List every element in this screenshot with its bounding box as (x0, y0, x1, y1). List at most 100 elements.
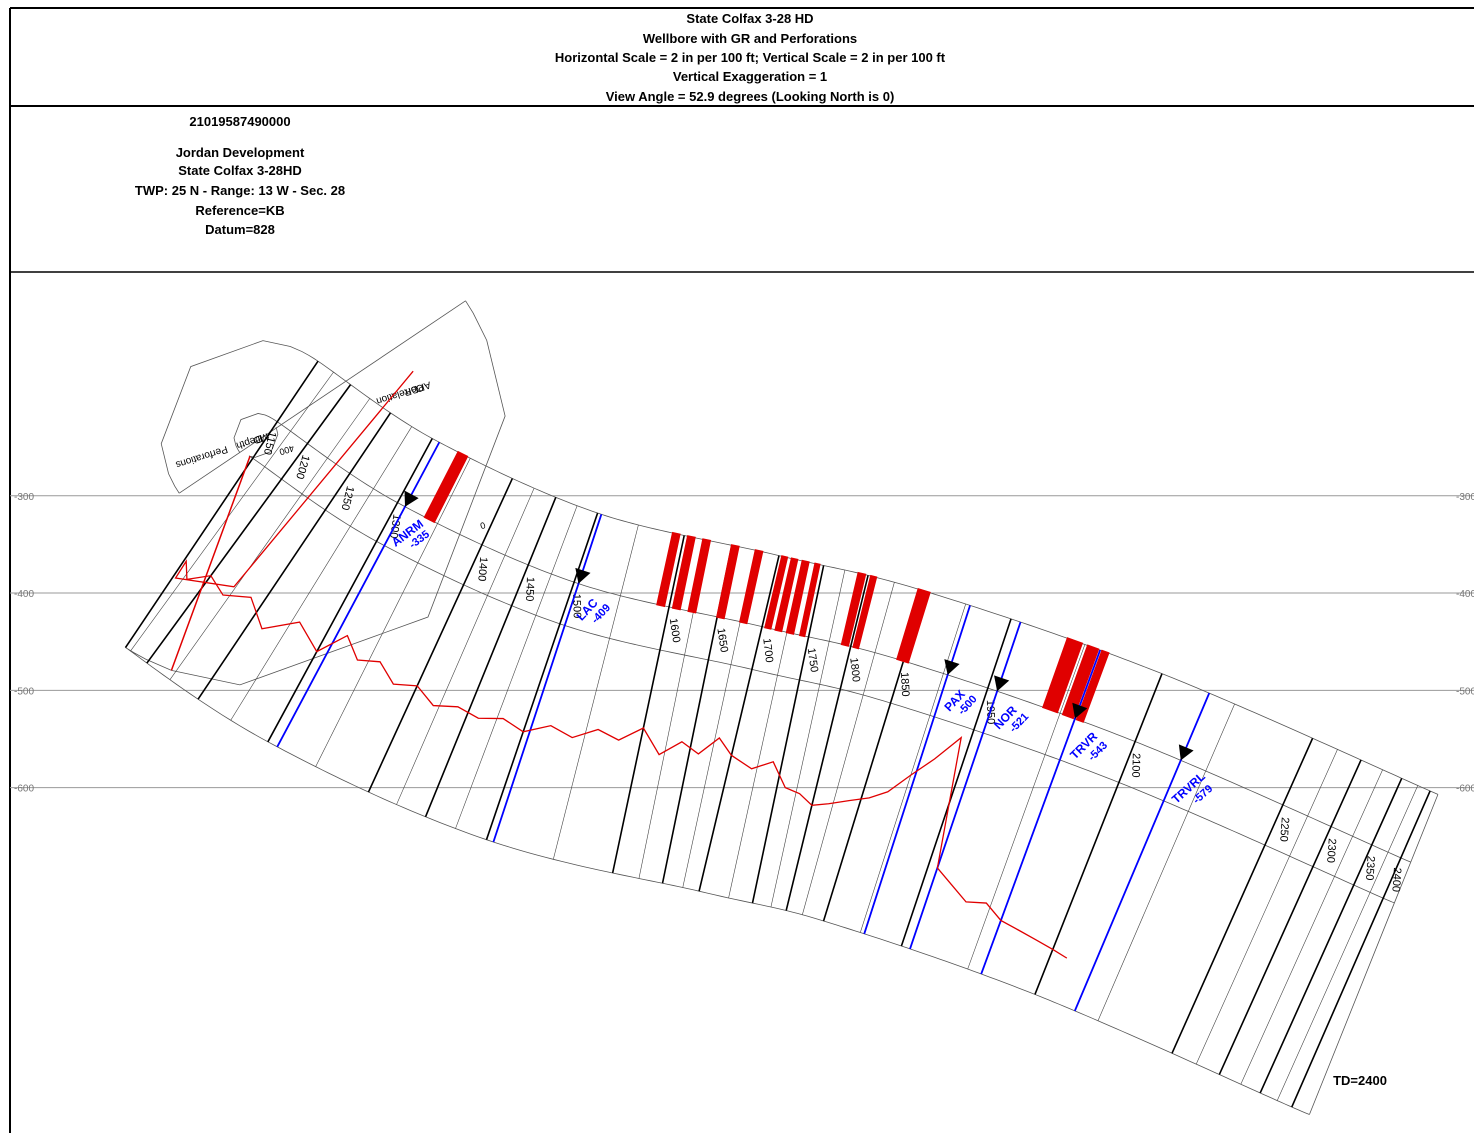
formation-marker (404, 490, 419, 507)
formation-line (492, 514, 603, 843)
perforation (687, 538, 712, 614)
perforation (671, 535, 696, 611)
perforation (896, 587, 931, 664)
track-header: GR (402, 382, 420, 397)
perforation (423, 450, 469, 524)
depth-line (611, 535, 685, 874)
formation-marker (1178, 744, 1194, 761)
formation-marker (944, 659, 960, 675)
info-line: Datum=828 (205, 222, 275, 237)
info-line: Reference=KB (195, 203, 284, 218)
minor-line (396, 488, 535, 805)
y-tick-label: -600 (14, 784, 34, 795)
y-tick-label: -300 (14, 492, 34, 503)
depth-label: 1400 (475, 556, 489, 581)
formation-marker (1072, 702, 1088, 719)
minor-line (230, 426, 412, 721)
minor-line (169, 398, 371, 680)
perforation (774, 557, 799, 633)
y-tick-label: -400 (1456, 589, 1474, 600)
subtitle: View Angle = 52.9 degrees (Looking North… (606, 89, 895, 104)
y-tick-label: -500 (14, 686, 34, 697)
track-edge (160, 340, 1439, 795)
perforation (840, 571, 867, 647)
minor-line (315, 458, 471, 767)
depth-label: 2250 (1277, 817, 1291, 842)
minor-line (860, 603, 966, 933)
depth-label: 1800 (847, 657, 862, 683)
depth-line (146, 384, 352, 664)
depth-line (1218, 759, 1362, 1075)
api-number: 21019587490000 (189, 114, 290, 129)
minor-line (1195, 749, 1338, 1065)
perforation (852, 574, 878, 650)
perforation (739, 549, 764, 625)
formation-line (276, 441, 441, 748)
subtitle: Horizontal Scale = 2 in per 100 ft; Vert… (555, 50, 946, 65)
depth-label: 1850 (898, 672, 911, 697)
formation-marker (575, 567, 591, 584)
depth-line (698, 555, 780, 892)
depth-line (900, 618, 1012, 947)
formation-line (980, 649, 1101, 975)
depth-label: 1600 (667, 618, 682, 644)
minor-line (770, 569, 846, 908)
y-tick-label: -500 (1456, 686, 1474, 697)
y-tick-label: -600 (1456, 784, 1474, 795)
minor-line (130, 371, 334, 652)
subtitle: Vertical Exaggeration = 1 (673, 69, 827, 84)
perforation (798, 562, 821, 638)
depth-label: 1250 (338, 485, 356, 512)
track-edge (248, 427, 1395, 904)
track-edge (233, 413, 1411, 863)
track-header: MD (252, 430, 270, 445)
depth-label: 1450 (523, 577, 536, 602)
y-tick-label: -400 (14, 589, 34, 600)
depth-label: 2100 (1129, 753, 1142, 778)
depth-label: 1650 (714, 627, 729, 653)
minor-line (553, 524, 639, 860)
depth-line (367, 478, 514, 793)
formation-line (909, 621, 1022, 950)
track-header: API (413, 379, 432, 394)
depth-label: 1200 (293, 454, 311, 481)
subtitle: Wellbore with GR and Perforations (643, 31, 857, 46)
depth-label: 2300 (1324, 838, 1338, 863)
depth-label: 1700 (760, 638, 775, 664)
minor-line (802, 582, 895, 915)
track-edge (178, 300, 466, 494)
perforation (1042, 637, 1084, 714)
perforation (1061, 644, 1100, 720)
minor-line (1240, 769, 1383, 1085)
formation-marker (994, 675, 1010, 692)
gr-scale-label: 400 (278, 443, 295, 457)
gr-curve (174, 370, 1068, 959)
depth-line (1171, 737, 1314, 1054)
depth-line (424, 497, 557, 818)
perforation (785, 559, 810, 635)
gr-scale-label: 0 (479, 520, 487, 531)
td-label: TD=2400 (1333, 1073, 1387, 1088)
perforation (656, 531, 681, 608)
perforation (1075, 649, 1110, 723)
depth-line (197, 412, 392, 700)
depth-label: 2400 (1389, 867, 1403, 892)
depth-label: 1150 (261, 430, 278, 456)
depth-line (751, 565, 825, 904)
minor-line (967, 644, 1086, 970)
perforation (764, 555, 789, 630)
title: State Colfax 3-28 HD (686, 11, 813, 26)
minor-line (1276, 785, 1419, 1101)
track-header: Perforations (174, 443, 229, 470)
depth-line (485, 512, 599, 840)
depth-line (1034, 673, 1163, 995)
info-line: Jordan Development (176, 145, 305, 160)
depth-line (124, 360, 319, 648)
minor-line (455, 505, 578, 829)
depth-line (785, 575, 869, 911)
info-line: State Colfax 3-28HD (178, 163, 302, 178)
depth-label: 1750 (805, 647, 820, 673)
depth-line (267, 438, 433, 743)
y-tick-label: -300 (1456, 492, 1474, 503)
